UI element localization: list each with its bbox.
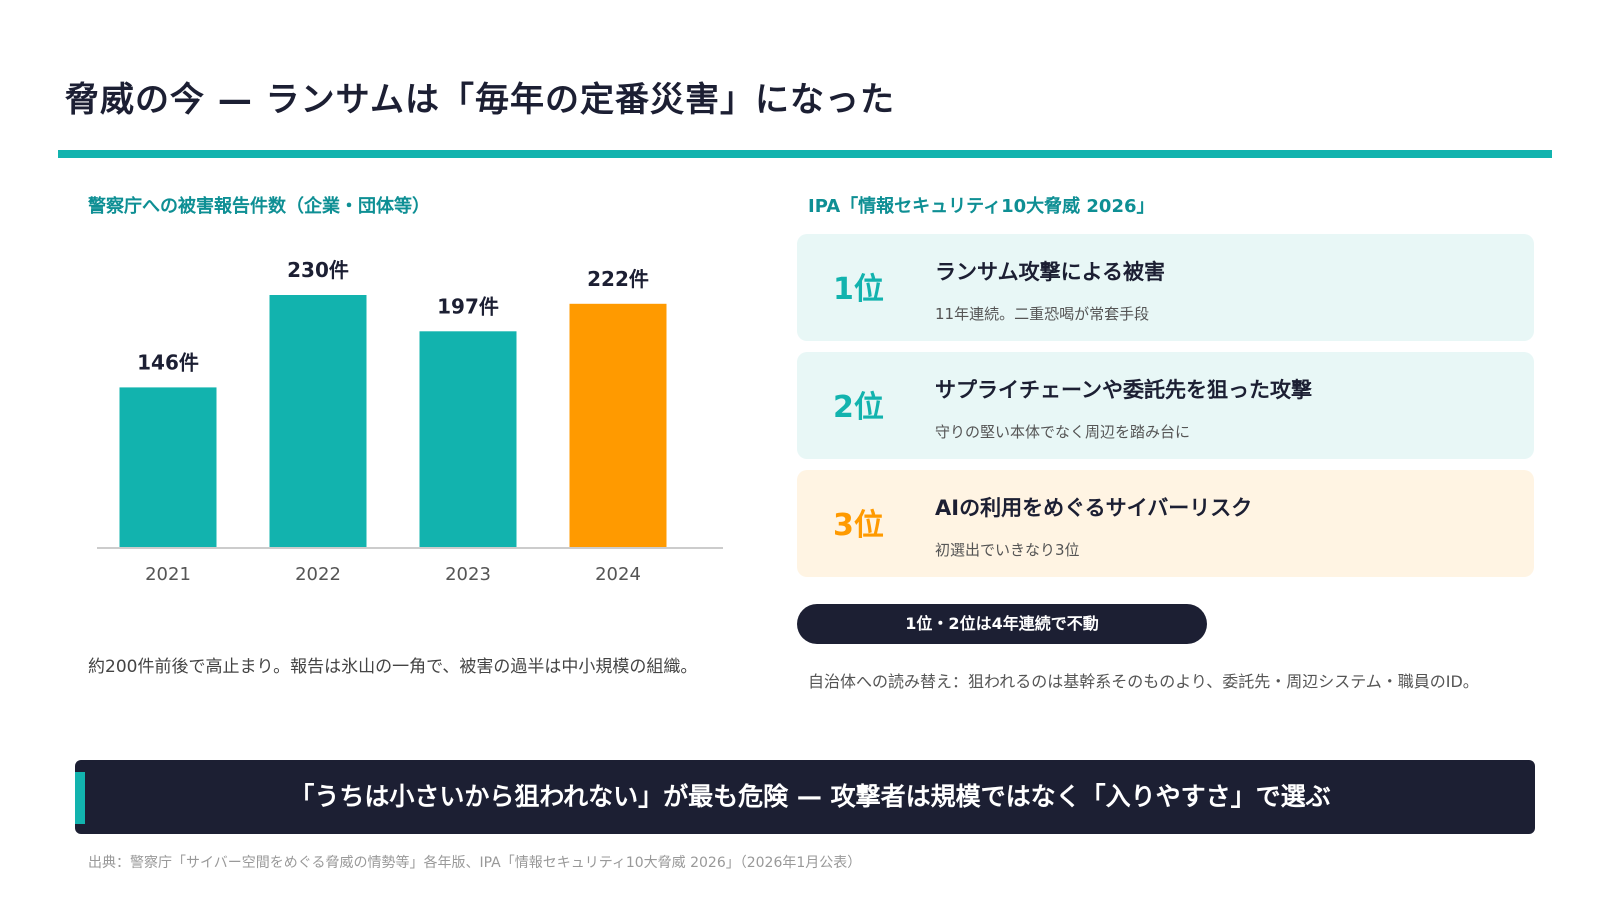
chart-caption: 約200件前後で高止まり。報告は氷山の一角で、被害の過半は中小規模の組織。 [88, 657, 698, 677]
rank-number: 2位 [833, 390, 884, 425]
x-tick-label: 2024 [595, 564, 641, 585]
bar-2022 [269, 295, 367, 548]
x-tick-label: 2022 [295, 564, 341, 585]
rank-number: 3位 [833, 508, 884, 543]
x-tick-label: 2023 [445, 564, 491, 585]
rank-card-1: 1位 ランサム攻撃による被害 11年連続。二重恐喝が常套手段 [797, 234, 1534, 341]
rank-description: 初選出でいきなり3位 [935, 541, 1080, 559]
bar-2021 [119, 387, 217, 548]
bar-2023 [419, 331, 517, 548]
bar-value-label: 197件 [437, 294, 499, 318]
municipality-note: 自治体への読み替え：狙われるのは基幹系そのものより、委託先・周辺システム・職員の… [808, 672, 1479, 691]
rank-title: AIの利用をめぐるサイバーリスク [935, 496, 1253, 520]
ranking-highlight-pill: 1位・2位は4年連続で不動 [797, 604, 1207, 644]
source-note: 出典：警察庁「サイバー空間をめぐる脅威の情勢等」各年版、IPA「情報セキュリティ… [88, 855, 862, 871]
key-message-banner: 「うちは小さいから狙われない」が最も危険 — 攻撃者は規模ではなく「入りやすさ」… [75, 760, 1535, 834]
rank-card-2: 2位 サプライチェーンや委託先を狙った攻撃 守りの堅い本体でなく周辺を踏み台に [797, 352, 1534, 459]
x-tick-label: 2021 [145, 564, 191, 585]
bar-chart: 146件 2021 230件 2022 197件 2023 222件 2024 [97, 258, 723, 585]
bar-2024 [569, 303, 667, 548]
chart-section-label: 警察庁への被害報告件数（企業・団体等） [88, 196, 430, 217]
page-title: 脅威の今 — ランサムは「毎年の定番災害」になった [65, 80, 895, 120]
bar-value-label: 230件 [287, 258, 349, 282]
rank-description: 守りの堅い本体でなく周辺を踏み台に [935, 423, 1191, 441]
rank-description: 11年連続。二重恐喝が常套手段 [935, 305, 1150, 323]
banner-text: 「うちは小さいから狙われない」が最も危険 — 攻撃者は規模ではなく「入りやすさ」… [289, 782, 1331, 811]
rank-title: ランサム攻撃による被害 [935, 260, 1165, 284]
bar-value-label: 222件 [587, 267, 649, 291]
rank-number: 1位 [833, 272, 884, 307]
title-rule [58, 150, 1552, 158]
rank-card-3: 3位 AIの利用をめぐるサイバーリスク 初選出でいきなり3位 [797, 470, 1534, 577]
banner-accent [75, 772, 85, 824]
rank-title: サプライチェーンや委託先を狙った攻撃 [935, 378, 1312, 402]
bar-value-label: 146件 [137, 350, 199, 374]
ranking-section-label: IPA「情報セキュリティ10大脅威 2026」 [808, 196, 1155, 217]
